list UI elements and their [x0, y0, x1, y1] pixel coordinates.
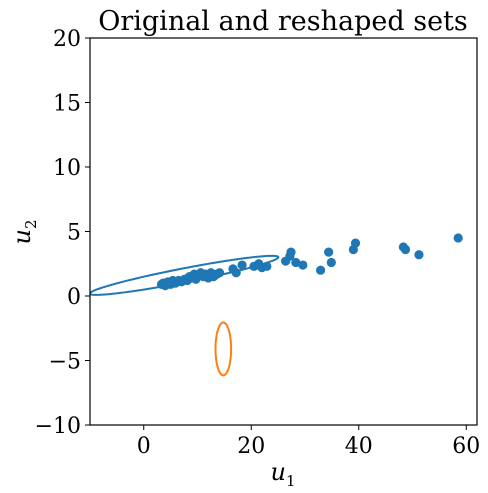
y-axis-label: u2: [8, 219, 40, 244]
data-point: [291, 257, 301, 268]
y-tick-label: 20: [53, 27, 81, 52]
data-point: [324, 247, 334, 257]
plot-frame: [89, 37, 478, 426]
y-axis-label-main: u: [8, 229, 36, 244]
data-point: [453, 233, 463, 243]
x-tick-label: 20: [237, 434, 265, 459]
x-tick-label: 60: [452, 434, 480, 459]
data-point: [298, 260, 308, 270]
data-point: [414, 250, 424, 260]
data-point: [326, 257, 336, 268]
reshaped-set-ellipse: [214, 321, 233, 377]
x-axis-label-main: u: [270, 458, 285, 486]
y-tick-label: −5: [49, 350, 81, 375]
y-axis-label-subscript: 2: [22, 219, 40, 229]
data-point: [237, 260, 247, 270]
x-tick-label: 0: [137, 434, 151, 459]
x-axis-label-subscript: 1: [286, 472, 296, 490]
x-tick-label: 40: [345, 434, 373, 459]
chart-title: Original and reshaped sets: [98, 6, 468, 37]
data-point: [350, 238, 361, 248]
data-point: [231, 268, 241, 278]
y-tick-label: −10: [35, 414, 81, 439]
data-point: [214, 268, 225, 278]
data-point: [262, 261, 272, 271]
plot-marks: [90, 233, 463, 377]
data-point: [400, 244, 411, 255]
y-tick-label: 5: [67, 221, 81, 246]
x-axis-label: u1: [270, 458, 295, 490]
y-tick-label: 15: [53, 92, 81, 117]
data-point: [315, 265, 326, 275]
y-tick-label: 0: [67, 285, 81, 310]
y-tick-label: 10: [53, 156, 81, 181]
axis-ticks: 0 20 40 60 −10 −5 0 5 10 15 20: [35, 27, 481, 459]
data-point: [286, 247, 296, 257]
